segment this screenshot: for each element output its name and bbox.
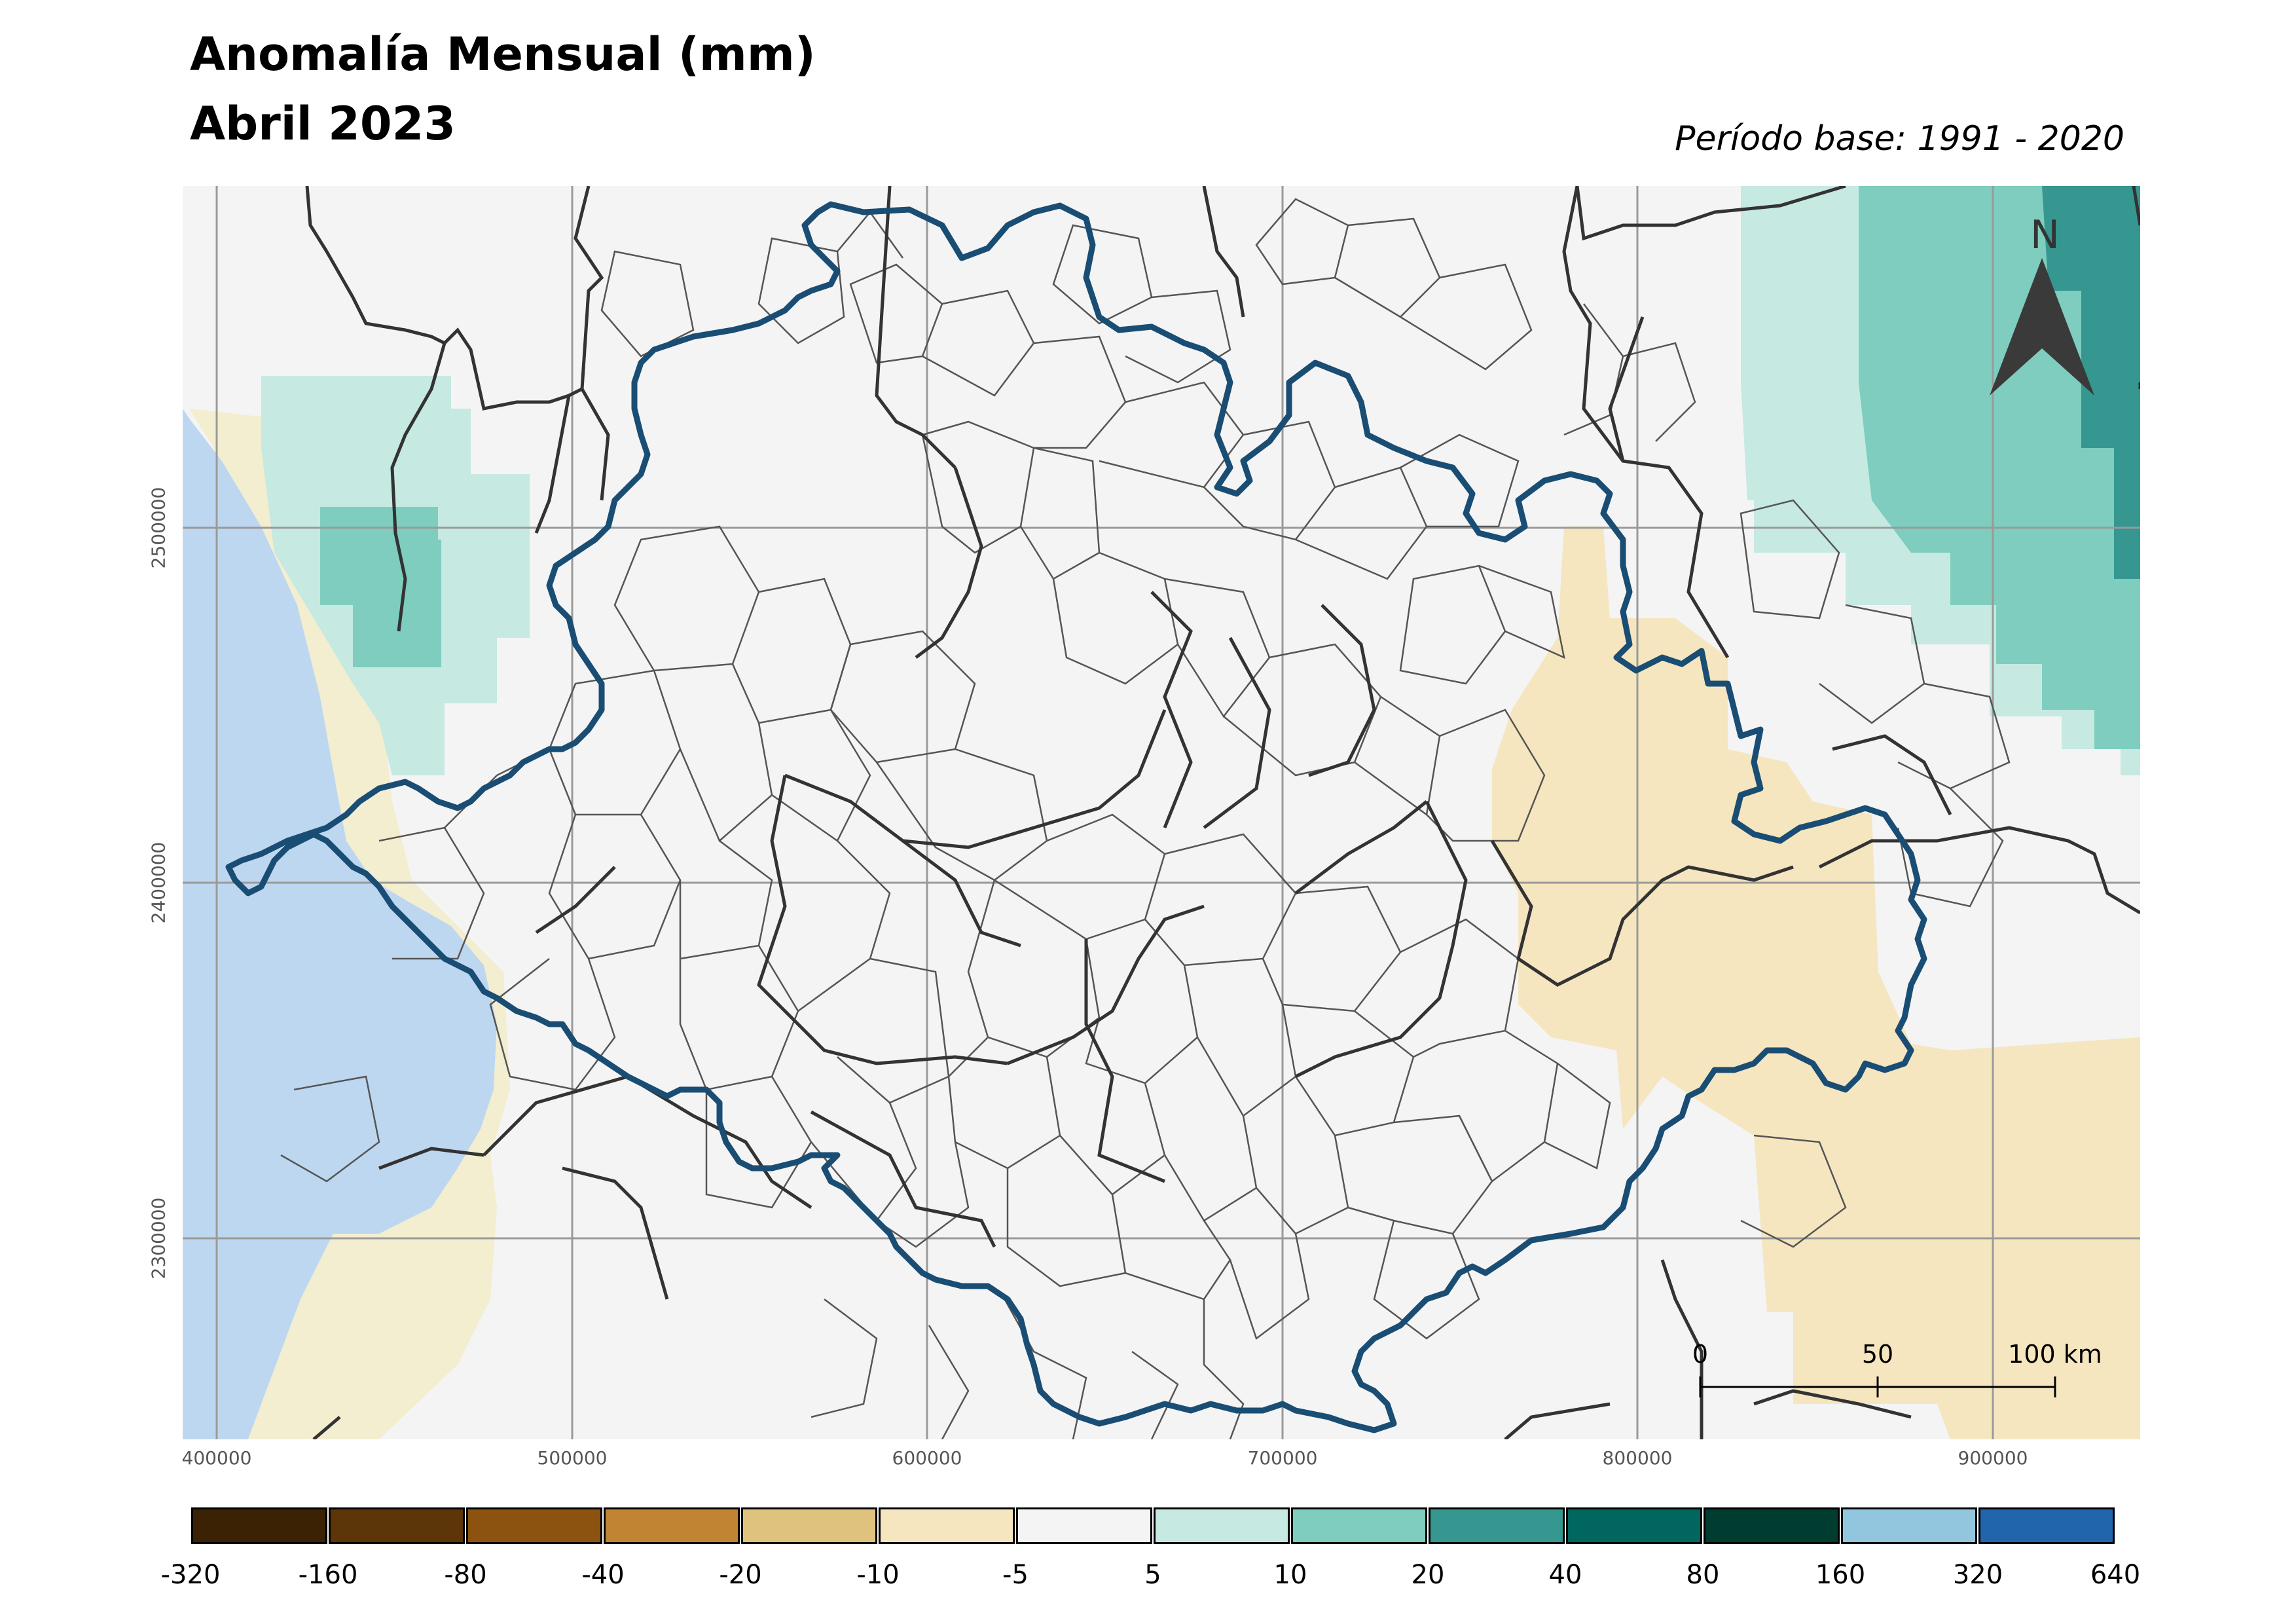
y-coordinate-label: 2400000 — [147, 841, 170, 924]
scale-bar-label-50: 50 — [1861, 1340, 1894, 1369]
municipal-borders — [280, 198, 2011, 1439]
legend-swatch — [1291, 1507, 1427, 1544]
base-period-label: Período base: 1991 - 2020 — [1675, 119, 2124, 158]
legend-swatch — [741, 1507, 877, 1544]
anomaly-positive-northeast-dark — [2042, 186, 2140, 579]
x-coordinate-label: 500000 — [537, 1447, 608, 1469]
legend-tick-label: 5 — [1144, 1560, 1161, 1590]
anomaly-positive-northeast-mid — [1859, 186, 2140, 749]
y-coordinate-label: 2300000 — [147, 1197, 170, 1280]
legend-swatch — [1566, 1507, 1702, 1544]
map-canvas — [183, 186, 2140, 1439]
legend-swatch — [1704, 1507, 1840, 1544]
legend-swatch — [329, 1507, 465, 1544]
legend-tick-label: -20 — [719, 1560, 762, 1590]
legend-tick-label: 80 — [1686, 1560, 1720, 1590]
legend-tick-label: 10 — [1273, 1560, 1307, 1590]
legend-swatch — [191, 1507, 327, 1544]
x-coordinate-label: 700000 — [1247, 1447, 1318, 1469]
scale-bar-label-100: 100 km — [2008, 1340, 2102, 1369]
legend-tick-label: -40 — [581, 1560, 625, 1590]
map-panel[interactable]: N 0 50 100 km — [183, 186, 2140, 1439]
x-coordinate-label: 800000 — [1602, 1447, 1673, 1469]
legend-tick-label: 640 — [2090, 1560, 2141, 1590]
legend-tick-label: 40 — [1548, 1560, 1582, 1590]
x-coordinate-label: 900000 — [1958, 1447, 2028, 1469]
legend-tick-label: -80 — [444, 1560, 487, 1590]
legend-swatch — [466, 1507, 602, 1544]
north-arrow — [1990, 258, 2094, 396]
north-arrow-icon — [1990, 258, 2094, 396]
legend-tick-label: -160 — [298, 1560, 358, 1590]
legend-swatch — [1016, 1507, 1152, 1544]
x-coordinate-label: 600000 — [892, 1447, 962, 1469]
state-outline — [225, 201, 1927, 1433]
coordinate-grid — [183, 186, 2140, 1439]
anomaly-negative-east — [1492, 526, 2140, 1439]
scale-bar-label-0: 0 — [1692, 1340, 1709, 1369]
legend-color-bar — [191, 1507, 2116, 1544]
legend-swatch — [1978, 1507, 2115, 1544]
legend-swatch — [1429, 1507, 1565, 1544]
legend-tick-label: 160 — [1815, 1560, 1866, 1590]
legend-swatch — [1154, 1507, 1290, 1544]
legend-tick-label: -5 — [1002, 1560, 1029, 1590]
legend-tick-label: 320 — [1952, 1560, 2003, 1590]
scale-bar — [1699, 1376, 2056, 1397]
legend-tick-label: -320 — [160, 1560, 221, 1590]
north-arrow-label: N — [2030, 212, 2060, 258]
legend-swatch — [604, 1507, 740, 1544]
legend-swatch — [1841, 1507, 1977, 1544]
legend-tick-label: -10 — [856, 1560, 900, 1590]
y-coordinate-label: 2500000 — [147, 487, 170, 569]
map-title: Anomalía Mensual (mm) — [190, 28, 816, 81]
ocean-area — [183, 409, 497, 1439]
anomaly-positive-west-core — [320, 507, 441, 667]
x-coordinate-label: 400000 — [181, 1447, 252, 1469]
legend-swatch — [879, 1507, 1015, 1544]
legend-tick-label: 20 — [1411, 1560, 1445, 1590]
map-subtitle-month: Abril 2023 — [190, 97, 456, 151]
regional-borders — [305, 186, 2140, 1439]
